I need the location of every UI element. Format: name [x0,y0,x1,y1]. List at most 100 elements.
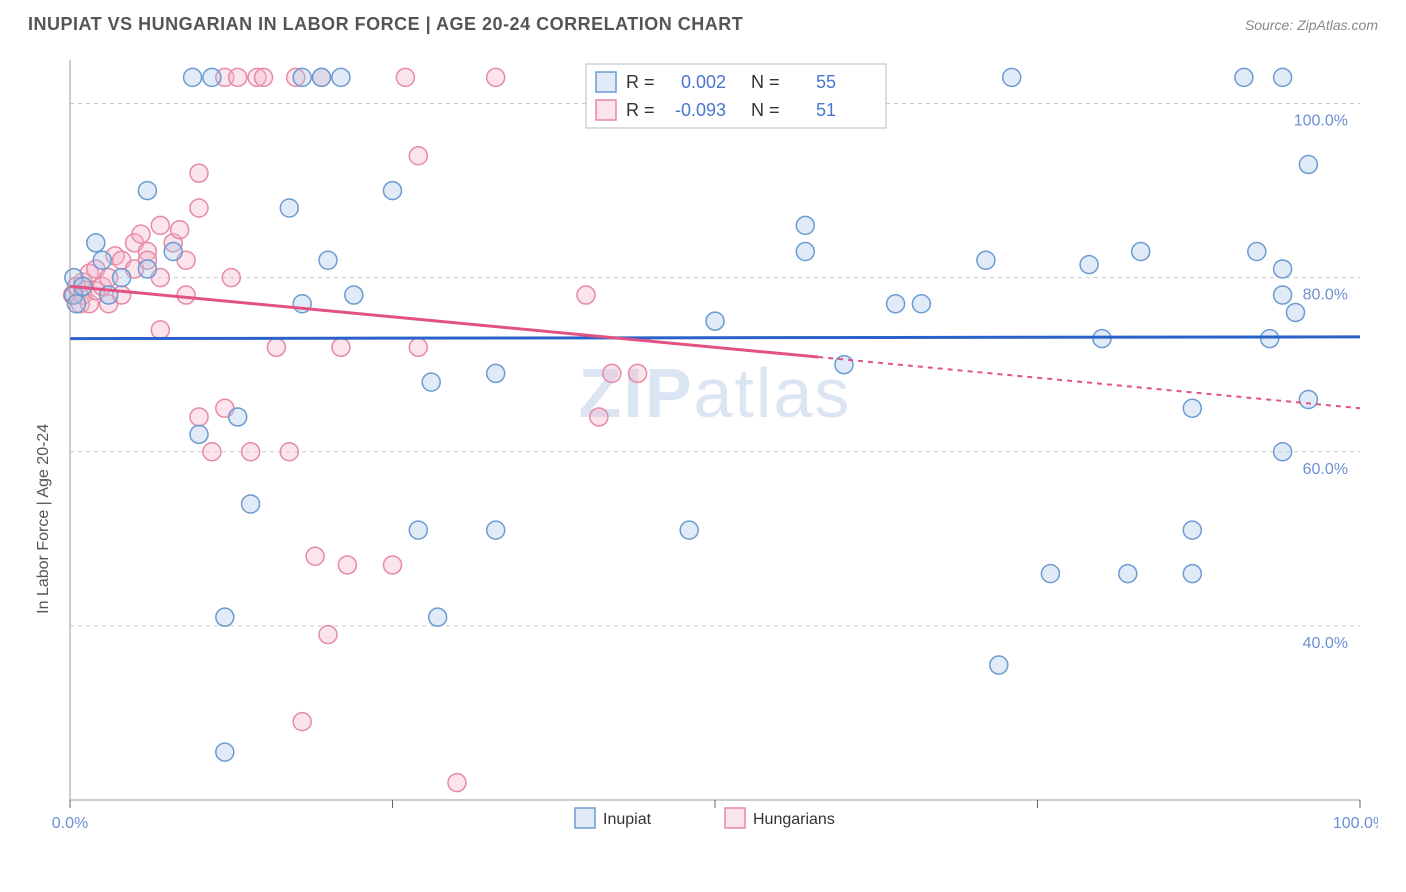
scatter-point [1261,330,1279,348]
legend-label: Hungarians [753,811,835,828]
scatter-point [319,251,337,269]
scatter-point [487,68,505,86]
scatter-point [1119,565,1137,583]
scatter-point [203,68,221,86]
legend-r-value: 0.002 [681,72,726,92]
scatter-point [190,164,208,182]
scatter-point [190,425,208,443]
scatter-point [1132,243,1150,261]
scatter-point [429,608,447,626]
scatter-point [93,251,111,269]
legend-n-value: 51 [816,100,836,120]
legend-swatch [596,72,616,92]
scatter-point [1274,260,1292,278]
scatter-point [1183,399,1201,417]
scatter-point [171,221,189,239]
scatter-point [796,216,814,234]
scatter-point [216,608,234,626]
scatter-point [1274,68,1292,86]
scatter-point [203,443,221,461]
scatter-point [113,269,131,287]
correlation-chart: 40.0%60.0%80.0%100.0%ZIPatlas0.0%100.0%I… [28,48,1378,838]
scatter-point [1248,243,1266,261]
scatter-point [977,251,995,269]
scatter-point [184,68,202,86]
scatter-point [164,243,182,261]
scatter-point [396,68,414,86]
scatter-point [409,521,427,539]
scatter-point [293,68,311,86]
scatter-point [680,521,698,539]
scatter-point [590,408,608,426]
scatter-point [1287,303,1305,321]
scatter-point [1235,68,1253,86]
scatter-point [487,364,505,382]
y-tick-label: 40.0% [1303,635,1348,652]
y-tick-label: 100.0% [1294,113,1348,130]
scatter-point [87,234,105,252]
scatter-point [332,68,350,86]
scatter-point [1041,565,1059,583]
scatter-point [242,495,260,513]
scatter-point [138,182,156,200]
scatter-point [1299,391,1317,409]
scatter-point [338,556,356,574]
scatter-point [267,338,285,356]
scatter-point [990,656,1008,674]
scatter-point [835,356,853,374]
source-label: Source: ZipAtlas.com [1245,17,1378,33]
legend-n-label: N = [751,100,780,120]
legend-label: Inupiat [603,811,652,828]
scatter-point [229,68,247,86]
trend-line [70,337,1360,339]
scatter-point [1080,256,1098,274]
scatter-point [151,321,169,339]
scatter-point [190,408,208,426]
legend-swatch [596,100,616,120]
scatter-point [912,295,930,313]
watermark: ZIPatlas [579,354,852,432]
scatter-point [242,443,260,461]
scatter-point [384,182,402,200]
scatter-point [280,443,298,461]
scatter-point [603,364,621,382]
scatter-point [629,364,647,382]
scatter-point [1183,565,1201,583]
legend-swatch [575,808,595,828]
scatter-point [306,547,324,565]
scatter-point [132,225,150,243]
scatter-point [577,286,595,304]
legend-n-label: N = [751,72,780,92]
scatter-point [796,243,814,261]
scatter-point [255,68,273,86]
scatter-point [1299,155,1317,173]
scatter-point [222,269,240,287]
scatter-point [151,216,169,234]
scatter-point [706,312,724,330]
y-axis-label: In Labor Force | Age 20-24 [35,424,52,614]
scatter-point [190,199,208,217]
scatter-point [345,286,363,304]
chart-title: INUPIAT VS HUNGARIAN IN LABOR FORCE | AG… [28,14,743,35]
x-tick-label: 100.0% [1333,815,1378,832]
scatter-point [887,295,905,313]
scatter-point [422,373,440,391]
scatter-point [319,626,337,644]
y-tick-label: 80.0% [1303,287,1348,304]
scatter-point [1183,521,1201,539]
legend-swatch [725,808,745,828]
scatter-point [313,68,331,86]
scatter-point [409,338,427,356]
scatter-point [293,713,311,731]
legend-r-value: -0.093 [675,100,726,120]
scatter-point [1274,286,1292,304]
legend-r-label: R = [626,100,655,120]
legend-r-label: R = [626,72,655,92]
scatter-point [216,743,234,761]
scatter-point [448,774,466,792]
scatter-point [229,408,247,426]
scatter-point [1003,68,1021,86]
scatter-point [280,199,298,217]
scatter-point [487,521,505,539]
scatter-point [384,556,402,574]
